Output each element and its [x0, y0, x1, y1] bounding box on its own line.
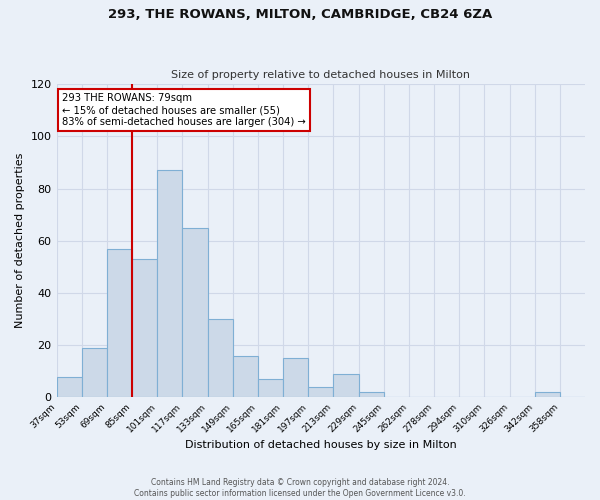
Bar [208, 319, 233, 398]
Bar [334, 374, 359, 398]
Bar [82, 348, 107, 398]
Text: 293, THE ROWANS, MILTON, CAMBRIDGE, CB24 6ZA: 293, THE ROWANS, MILTON, CAMBRIDGE, CB24… [108, 8, 492, 20]
Bar [157, 170, 182, 398]
Bar [233, 356, 258, 398]
Bar [359, 392, 383, 398]
Y-axis label: Number of detached properties: Number of detached properties [15, 153, 25, 328]
Title: Size of property relative to detached houses in Milton: Size of property relative to detached ho… [171, 70, 470, 81]
Bar [308, 387, 334, 398]
Bar [535, 392, 560, 398]
Bar [132, 259, 157, 398]
Bar [56, 376, 82, 398]
Bar [283, 358, 308, 398]
Text: Contains HM Land Registry data © Crown copyright and database right 2024.
Contai: Contains HM Land Registry data © Crown c… [134, 478, 466, 498]
Bar [182, 228, 208, 398]
Bar [107, 248, 132, 398]
X-axis label: Distribution of detached houses by size in Milton: Distribution of detached houses by size … [185, 440, 457, 450]
Text: 293 THE ROWANS: 79sqm
← 15% of detached houses are smaller (55)
83% of semi-deta: 293 THE ROWANS: 79sqm ← 15% of detached … [62, 94, 305, 126]
Bar [258, 379, 283, 398]
